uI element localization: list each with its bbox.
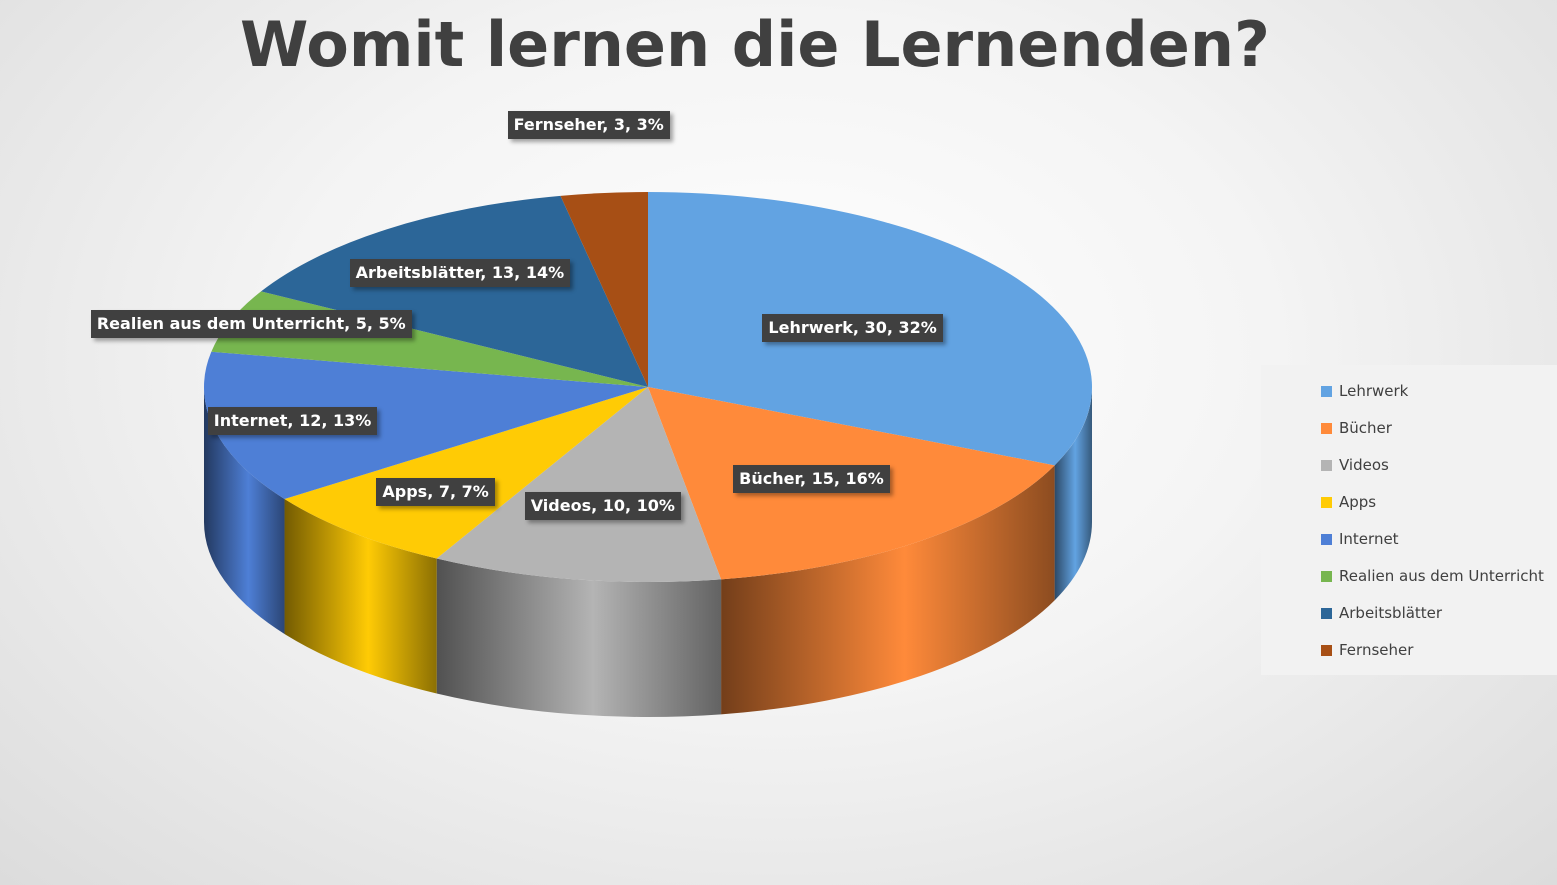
data-label-bücher: Bücher, 15, 16% bbox=[733, 465, 890, 494]
pie-slice-apps bbox=[284, 387, 648, 559]
legend-label: Realien aus dem Unterricht bbox=[1339, 567, 1544, 585]
data-label-arbeitsblätter: Arbeitsblätter, 13, 14% bbox=[349, 259, 571, 288]
data-label-videos: Videos, 10, 10% bbox=[524, 492, 681, 521]
legend-label: Internet bbox=[1339, 530, 1399, 548]
pie-sides bbox=[204, 387, 1092, 718]
legend-item-lehrwerk: Lehrwerk bbox=[1321, 381, 1408, 401]
legend-swatch bbox=[1321, 533, 1332, 545]
legend-label: Arbeitsblätter bbox=[1339, 604, 1443, 622]
legend: Lehrwerk Bücher Videos Apps Internet Realien … bbox=[1261, 365, 1557, 675]
pie-side-bücher bbox=[721, 465, 1055, 715]
data-label-fernseher: Fernseher, 3, 3% bbox=[507, 111, 670, 140]
pie-slice-arbeitsblätter bbox=[261, 195, 648, 387]
data-label-lehrwerk: Lehrwerk, 30, 32% bbox=[762, 314, 943, 343]
pie-slice-internet bbox=[204, 351, 648, 499]
legend-swatch bbox=[1321, 385, 1332, 397]
pie-side-lehrwerk bbox=[1054, 387, 1092, 601]
legend-swatch bbox=[1321, 422, 1332, 434]
legend-swatch bbox=[1321, 496, 1332, 508]
pie-slice-fernseher bbox=[560, 192, 648, 387]
pie-side-apps bbox=[284, 498, 437, 694]
legend-label: Bücher bbox=[1339, 419, 1392, 437]
pie-top bbox=[204, 192, 1092, 582]
legend-item-arbeitsblätter: Arbeitsblätter bbox=[1321, 603, 1442, 623]
data-label-internet: Internet, 12, 13% bbox=[207, 407, 378, 436]
legend-label: Apps bbox=[1339, 493, 1377, 511]
legend-item-realien-aus-dem-unterricht: Realien aus dem Unterricht bbox=[1321, 566, 1544, 586]
legend-swatch bbox=[1321, 570, 1332, 582]
legend-swatch bbox=[1321, 644, 1332, 656]
legend-item-fernseher: Fernseher bbox=[1321, 640, 1413, 660]
legend-item-internet: Internet bbox=[1321, 529, 1399, 549]
legend-item-apps: Apps bbox=[1321, 492, 1376, 512]
legend-label: Lehrwerk bbox=[1339, 382, 1409, 400]
data-label-realien-aus-dem-unterricht: Realien aus dem Unterricht, 5, 5% bbox=[90, 309, 412, 338]
legend-item-videos: Videos bbox=[1321, 455, 1389, 475]
chart-title: Womit lernen die Lernenden? bbox=[240, 8, 1270, 81]
pie-side-internet bbox=[204, 387, 285, 634]
pie-slice-videos bbox=[436, 387, 722, 582]
legend-label: Videos bbox=[1339, 456, 1389, 474]
legend-label: Fernseher bbox=[1339, 641, 1414, 659]
data-label-apps: Apps, 7, 7% bbox=[376, 477, 495, 506]
pie-side-videos bbox=[436, 558, 722, 718]
legend-swatch bbox=[1321, 607, 1332, 619]
legend-swatch bbox=[1321, 459, 1332, 471]
legend-item-bücher: Bücher bbox=[1321, 418, 1392, 438]
